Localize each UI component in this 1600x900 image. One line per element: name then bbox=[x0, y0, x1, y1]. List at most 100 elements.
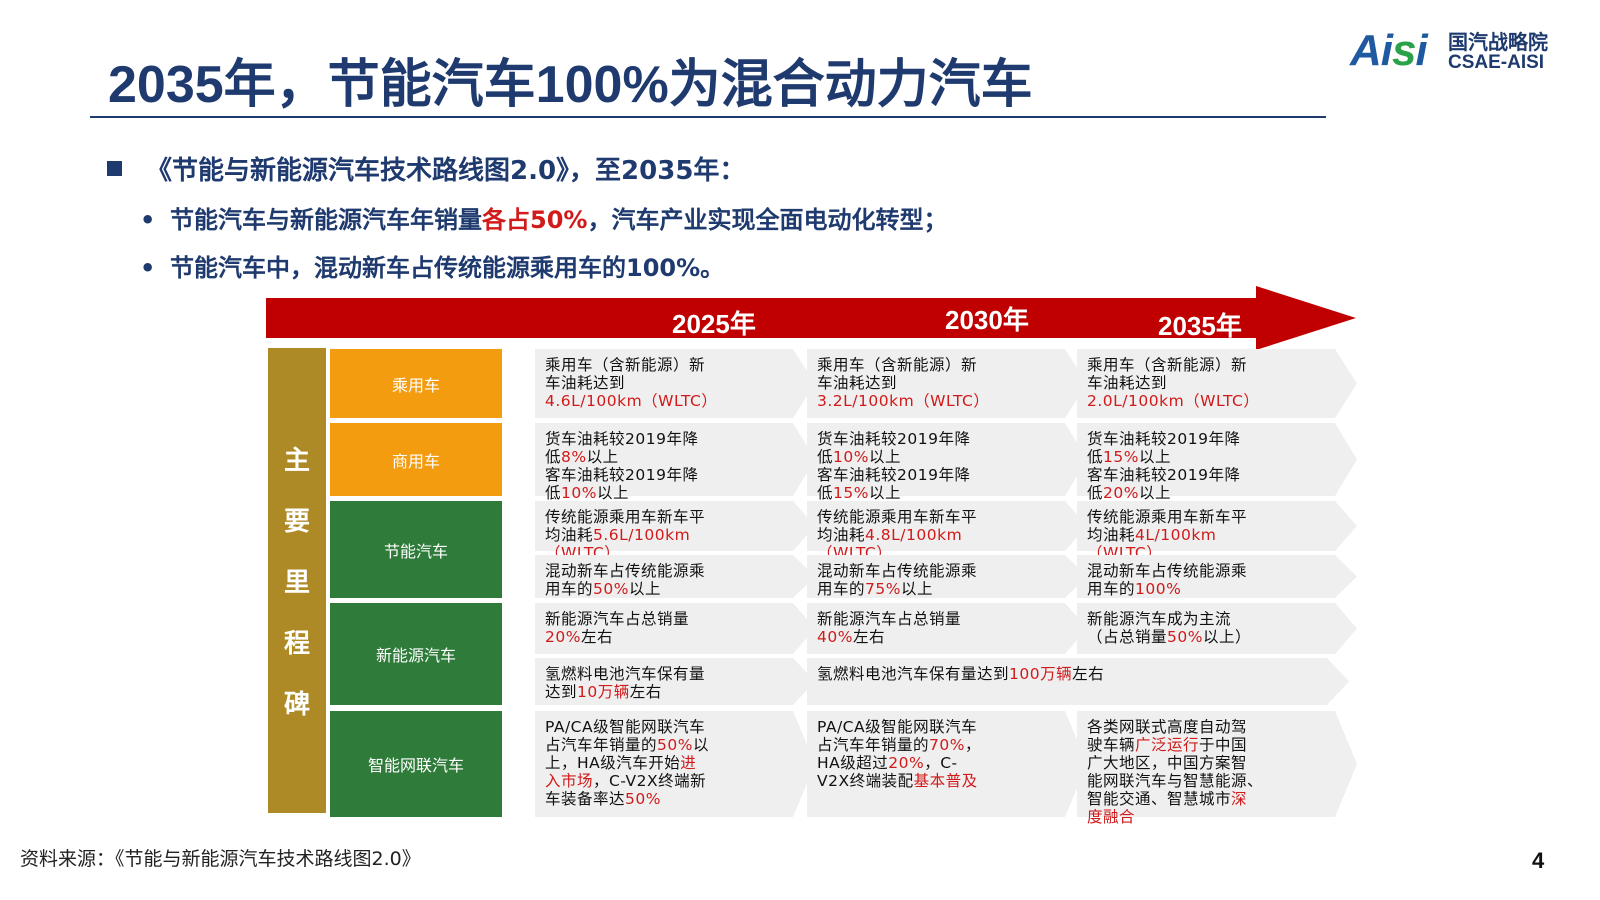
chevron-shape bbox=[807, 555, 1087, 598]
cell-line: 低10%以上 bbox=[545, 484, 629, 502]
bullet-dot-icon: • bbox=[140, 206, 156, 234]
cell-line: 20%左右 bbox=[545, 628, 613, 646]
chevron-shape bbox=[1077, 711, 1357, 817]
year-2030: 2030年 bbox=[945, 305, 1029, 335]
cell-line: 新能源汽车占总销量 bbox=[545, 610, 690, 628]
chevron-shape bbox=[1077, 603, 1357, 654]
milestone-cell-r4-1: 混动新车占传统能源乘 用车的75%以上 bbox=[817, 562, 977, 598]
cell-line: 均油耗4L/100km bbox=[1087, 526, 1217, 544]
cell-line: 车油耗达到 bbox=[1087, 374, 1168, 392]
category-connected-vehicle: 智能网联汽车 bbox=[330, 711, 502, 817]
cell-line: 混动新车占传统能源乘 bbox=[1087, 562, 1248, 580]
milestone-cell-r7-1: PA/CA级智能网联汽车 占汽车年销量的70%， HA级超过20%，C- V2X终端装… bbox=[817, 718, 981, 790]
cell-line: 新能源汽车占总销量 bbox=[817, 610, 962, 628]
cell-line: 新能源汽车成为主流 bbox=[1087, 610, 1232, 628]
category-new-energy-vehicle: 新能源汽车 bbox=[330, 603, 502, 705]
logo-name-cn: 国汽战略院 bbox=[1448, 30, 1548, 54]
cell-line: 货车油耗较2019年降 bbox=[545, 430, 699, 448]
cell-line: 氢燃料电池汽车保有量 bbox=[545, 665, 706, 683]
title-divider bbox=[90, 116, 1326, 118]
chevron-shape bbox=[807, 603, 1087, 654]
cell-line: 占汽车年销量的50%以 bbox=[545, 736, 709, 754]
bullet-dot-icon: • bbox=[140, 254, 156, 282]
cell-line: 客车油耗较2019年降 bbox=[1087, 466, 1241, 484]
milestone-cell-r4-0: 混动新车占传统能源乘 用车的50%以上 bbox=[545, 562, 705, 598]
cell-line: 2.0L/100km（WLTC） bbox=[1087, 392, 1260, 410]
chevron-shape bbox=[535, 658, 815, 705]
cell-line: 传统能源乘用车新车平 bbox=[1087, 508, 1248, 526]
cell-line: 传统能源乘用车新车平 bbox=[545, 508, 706, 526]
milestone-cell-r2-1: 货车油耗较2019年降 低10%以上 客车油耗较2019年降 低15%以上 bbox=[817, 430, 970, 502]
chevron-shape bbox=[1077, 423, 1357, 496]
cell-line: PA/CA级智能网联汽车 bbox=[545, 718, 706, 736]
cell-line: 货车油耗较2019年降 bbox=[1087, 430, 1241, 448]
square-bullet-icon bbox=[107, 161, 122, 176]
cell-line: 低20%以上 bbox=[1087, 484, 1171, 502]
cell-line: 广大地区，中国方案智 bbox=[1087, 754, 1248, 772]
milestone-cell-r1-1: 乘用车（含新能源）新 车油耗达到 3.2L/100km（WLTC） bbox=[817, 356, 989, 410]
intro-sub-bullet-1: • 节能汽车与新能源汽车年销量各占50%，汽车产业实现全面电动化转型； bbox=[140, 206, 948, 234]
year-2035: 2035年 bbox=[1158, 311, 1242, 341]
milestone-cell-r5-2: 新能源汽车成为主流 （占总销量50%以上） bbox=[1087, 610, 1251, 646]
page-number: 4 bbox=[1532, 848, 1545, 873]
chevron-shape bbox=[807, 423, 1087, 496]
milestone-cell-r3-1: 传统能源乘用车新车平 均油耗4.8L/100km （WLTC） bbox=[817, 508, 977, 562]
cell-line: 低15%以上 bbox=[817, 484, 901, 502]
timeline-arrow bbox=[266, 286, 1356, 350]
cell-line: 能网联汽车与智慧能源、 bbox=[1087, 772, 1264, 790]
cell-line: 度融合 bbox=[1087, 808, 1136, 826]
chevron-shape bbox=[535, 423, 815, 496]
cell-line: V2X终端装配基本普及 bbox=[817, 772, 978, 790]
milestone-cell-r3-2: 传统能源乘用车新车平 均油耗4L/100km （WLTC） bbox=[1087, 508, 1247, 562]
cell-line: 客车油耗较2019年降 bbox=[817, 466, 971, 484]
chevron-shape bbox=[535, 555, 815, 598]
cell-line: 均油耗5.6L/100km bbox=[545, 526, 691, 544]
cell-line: 驶车辆广泛运行于中国 bbox=[1087, 736, 1248, 754]
cell-line: 客车油耗较2019年降 bbox=[545, 466, 699, 484]
cell-line: 智能交通、智慧城市深 bbox=[1087, 790, 1248, 808]
milestone-label: 主 要 里 程 碑 bbox=[268, 348, 326, 813]
logo-mark: Aisi bbox=[1350, 26, 1428, 75]
chevron-shape bbox=[807, 501, 1087, 551]
milestone-cell-r1-2: 乘用车（含新能源）新 车油耗达到 2.0L/100km（WLTC） bbox=[1087, 356, 1259, 410]
milestone-cell-r4-2: 混动新车占传统能源乘 用车的100% bbox=[1087, 562, 1247, 598]
chevron-shape bbox=[1077, 349, 1357, 418]
chevron-shape bbox=[1077, 555, 1357, 598]
milestone-cell-r6-span: 氢燃料电池汽车保有量达到100万辆左右 bbox=[817, 665, 1104, 683]
cell-line: 乘用车（含新能源）新 bbox=[817, 356, 978, 374]
cell-line: 均油耗4.8L/100km bbox=[817, 526, 963, 544]
milestone-cell-r2-0: 货车油耗较2019年降 低8%以上 客车油耗较2019年降 低10%以上 bbox=[545, 430, 698, 502]
chevron-shape bbox=[535, 711, 815, 817]
category-passenger-car: 乘用车 bbox=[330, 349, 502, 418]
cell-line: 混动新车占传统能源乘 bbox=[545, 562, 706, 580]
page-title: 2035年，节能汽车100%为混合动力汽车 bbox=[108, 56, 1033, 114]
logo: Aisi 国汽战略院 CSAE-AISI bbox=[1350, 24, 1560, 80]
cell-line: 低15%以上 bbox=[1087, 448, 1171, 466]
category-commercial-vehicle: 商用车 bbox=[330, 423, 502, 496]
milestone-cell-r3-0: 传统能源乘用车新车平 均油耗5.6L/100km （WLTC） bbox=[545, 508, 705, 562]
milestone-cell-r7-2: 各类网联式高度自动驾 驶车辆广泛运行于中国 广大地区，中国方案智 能网联汽车与智慧能源… bbox=[1087, 718, 1263, 826]
chevron-shape bbox=[807, 349, 1087, 418]
cell-line: 4.6L/100km（WLTC） bbox=[545, 392, 718, 410]
cell-line: 低10%以上 bbox=[817, 448, 901, 466]
milestone-cell-r2-2: 货车油耗较2019年降 低15%以上 客车油耗较2019年降 低20%以上 bbox=[1087, 430, 1240, 502]
cell-line: HA级超过20%，C- bbox=[817, 754, 958, 772]
year-2025: 2025年 bbox=[672, 309, 756, 339]
cell-line: PA/CA级智能网联汽车 bbox=[817, 718, 978, 736]
milestone-cell-r7-0: PA/CA级智能网联汽车 占汽车年销量的50%以 上，HA级汽车开始进 入市场，C-V… bbox=[545, 718, 709, 808]
cell-line: 入市场，C-V2X终端新 bbox=[545, 772, 707, 790]
cell-line: 氢燃料电池汽车保有量达到100万辆左右 bbox=[817, 665, 1105, 683]
chevron-shape bbox=[535, 501, 815, 551]
cell-line: 车装备率达50% bbox=[545, 790, 661, 808]
chevron-shape bbox=[1077, 501, 1357, 551]
chevron-shape bbox=[535, 349, 815, 418]
milestone-cell-r5-1: 新能源汽车占总销量 40%左右 bbox=[817, 610, 961, 646]
chevron-shape bbox=[535, 603, 815, 654]
cell-line: 40%左右 bbox=[817, 628, 885, 646]
cell-line: （占总销量50%以上） bbox=[1087, 628, 1251, 646]
milestone-cell-r1-0: 乘用车（含新能源）新 车油耗达到 4.6L/100km（WLTC） bbox=[545, 356, 717, 410]
logo-name-en: CSAE-AISI bbox=[1448, 52, 1545, 73]
cell-line: 用车的50%以上 bbox=[545, 580, 661, 598]
cell-line: 车油耗达到 bbox=[545, 374, 626, 392]
chevron-shape bbox=[807, 711, 1087, 817]
